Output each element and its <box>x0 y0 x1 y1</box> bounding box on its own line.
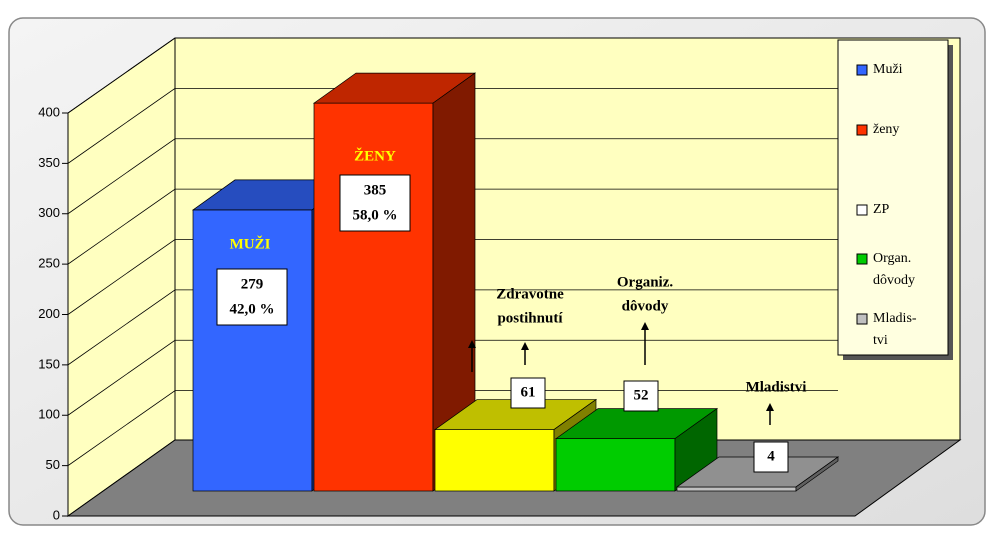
legend-label: tvi <box>873 333 888 348</box>
y-tick-label: 0 <box>53 507 60 522</box>
category-label: Organiz. <box>617 274 673 290</box>
legend-swatch <box>856 64 868 76</box>
y-tick-label: 250 <box>38 256 60 271</box>
legend <box>837 39 949 356</box>
percent-label: 58,0 % <box>353 207 398 223</box>
arrow-head <box>641 322 649 330</box>
legend-label: dôvody <box>873 273 915 288</box>
value-label: 61 <box>521 384 536 400</box>
legend-label: ženy <box>873 122 899 137</box>
value-label: 279 <box>241 276 264 292</box>
y-tick-label: 50 <box>46 457 60 472</box>
y-tick-label: 200 <box>38 306 60 321</box>
value-label: 385 <box>364 182 387 198</box>
grid-line <box>67 239 838 315</box>
grid-line <box>67 339 838 416</box>
bar-side <box>795 456 839 492</box>
value-label-box <box>510 377 546 409</box>
y-tick-label: 400 <box>38 104 60 119</box>
category-label: Mladistvi <box>746 379 807 395</box>
value-label-box <box>623 380 659 412</box>
value-label: 4 <box>767 448 775 464</box>
grid-line <box>67 87 838 164</box>
grid-line <box>67 390 838 466</box>
y-tick-label: 350 <box>38 155 60 170</box>
y-tick-label: 150 <box>38 356 60 371</box>
bar <box>313 102 434 492</box>
bar <box>192 209 313 492</box>
category-label: MUŽI <box>230 235 271 252</box>
value-label-box <box>216 268 288 326</box>
legend-label: Mladis- <box>873 311 917 326</box>
legend-label: ZP <box>873 202 890 217</box>
category-label: Zdravotne <box>496 286 564 302</box>
category-label: ŽENY <box>354 147 396 164</box>
legend-label: Organ. <box>873 251 911 266</box>
bar <box>555 438 676 492</box>
value-label-box <box>339 174 411 232</box>
grid-line <box>67 289 838 366</box>
legend-swatch <box>856 313 868 325</box>
legend-swatch <box>856 204 868 216</box>
arrow-head <box>468 340 476 348</box>
bar <box>434 429 555 492</box>
category-label: dôvody <box>622 298 669 314</box>
grid-line <box>67 138 838 215</box>
category-label: postihnutí <box>497 310 563 326</box>
value-label: 52 <box>634 387 649 403</box>
percent-label: 42,0 % <box>230 301 275 317</box>
value-label-box <box>753 441 789 473</box>
y-tick-label: 300 <box>38 205 60 220</box>
grid-line <box>67 37 838 114</box>
grid-line <box>67 188 838 265</box>
legend-swatch <box>856 253 868 265</box>
bar <box>676 486 797 492</box>
legend-swatch <box>856 124 868 136</box>
arrow-head <box>521 342 529 350</box>
y-tick-label: 100 <box>38 407 60 422</box>
legend-label: Muži <box>873 62 903 77</box>
arrow-head <box>766 403 774 411</box>
